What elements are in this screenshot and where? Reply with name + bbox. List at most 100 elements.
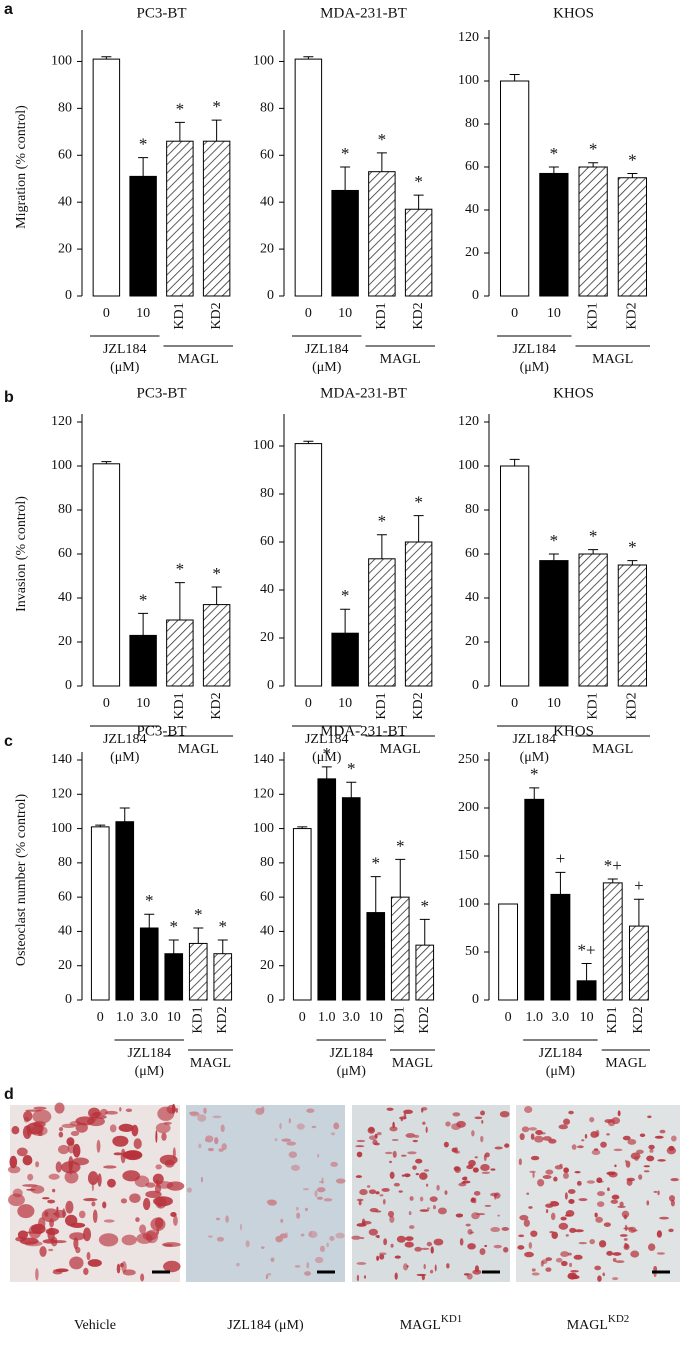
x-tick-label: 1.0 [318,1010,336,1025]
cell [333,1122,340,1130]
cell [163,1260,181,1273]
cell [501,1226,510,1231]
cell [574,1229,584,1233]
cell [261,1106,265,1113]
significance-marker: * [378,130,387,149]
x-tick-label: KD2 [625,692,640,719]
cell [41,1197,50,1200]
error-bar [95,824,106,827]
y-tick-label: 120 [51,414,72,429]
y-tick-label: 80 [465,116,479,131]
cell [383,1238,388,1246]
cell [267,1199,277,1206]
cell [113,1152,123,1156]
y-tick-label: 60 [465,159,479,174]
y-tick-label: 80 [58,855,72,870]
cell [375,1235,380,1238]
error-bar [627,560,638,565]
cell [426,1241,433,1247]
cell [16,1147,28,1157]
cell [473,1191,481,1196]
group-unit: (μM) [520,360,550,375]
cell [205,1135,214,1143]
cell [159,1154,178,1166]
significance-marker: * [176,560,185,579]
cell [116,1263,121,1274]
x-tick-label: 1.0 [526,1010,544,1025]
cell [570,1270,579,1273]
cell [581,1139,585,1142]
cell [317,1153,320,1158]
cell [356,1139,366,1143]
cell [422,1121,426,1125]
x-tick-label: KD2 [411,692,426,719]
cell [604,1119,613,1124]
cell [376,1255,380,1261]
cell [624,1224,628,1232]
cell [279,1122,282,1130]
cell [528,1241,533,1249]
cell [330,1132,336,1136]
cell [639,1133,646,1138]
cell [33,1106,47,1110]
y-tick-label: 100 [458,73,479,88]
cell [11,1126,20,1135]
y-tick-label: 100 [51,54,72,69]
cell [302,1187,310,1191]
panel-label: a [4,1,13,18]
cell [657,1190,660,1196]
cell [471,1130,475,1137]
group-unit: (μM) [312,750,342,765]
error-bar [340,608,351,634]
cell [471,1212,480,1220]
cell [389,1215,395,1223]
error-bar [303,56,314,60]
y-tick-label: 20 [58,634,72,649]
y-tick-label: 40 [260,582,274,597]
bar [368,171,396,297]
cell [314,1190,318,1198]
cell [603,1222,611,1227]
significance-marker: * [139,135,148,154]
cell [155,1122,171,1134]
cell [467,1228,473,1235]
bar [576,980,597,1001]
cell [304,1271,312,1276]
cell [499,1110,510,1118]
error-bar [509,74,520,81]
cell [497,1214,500,1217]
error-bar [376,534,387,559]
cell [670,1178,679,1182]
cell [155,1196,167,1209]
error-bar [303,440,314,444]
bar [499,465,530,687]
error-bar [627,172,638,178]
cell [433,1238,444,1246]
cell [615,1260,625,1263]
y-tick-label: 250 [458,752,479,767]
y-tick-label: 20 [58,958,72,973]
y-axis-label: Invasion (% control) [14,496,29,612]
bar [617,564,648,687]
cell [28,1224,42,1239]
cell [494,1193,497,1200]
cell [12,1188,23,1198]
y-tick-label: 40 [260,924,274,939]
bar [90,826,110,1001]
bar [368,558,396,687]
cell [467,1243,476,1250]
cell [145,1190,162,1199]
y-tick-label: 0 [472,288,479,303]
cell [55,1161,62,1173]
error-bar [211,119,222,142]
cell [355,1175,363,1179]
group-label: JZL184 [127,1046,171,1061]
cell [470,1197,476,1203]
cell [318,1180,324,1183]
cell [545,1203,554,1208]
cell [568,1199,575,1205]
cell [288,1118,291,1124]
cell [396,1235,406,1243]
cell [610,1199,619,1204]
error-bar [346,781,357,798]
